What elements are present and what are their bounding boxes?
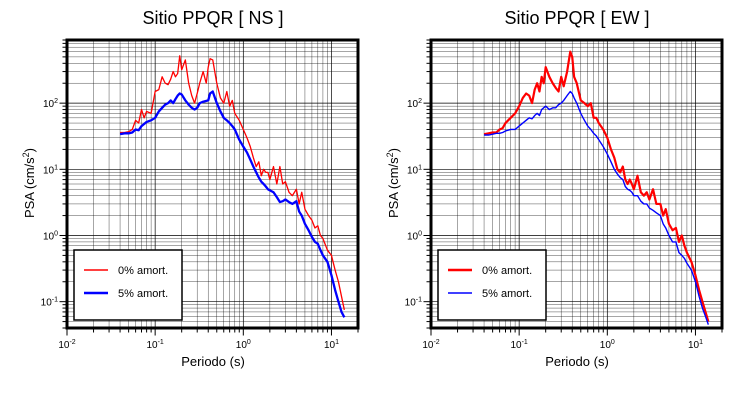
x-tick-label-base: 10 — [58, 340, 70, 351]
x-tick-label: 100 — [600, 339, 615, 351]
legend: 0% amort. 5% amort. — [437, 249, 547, 321]
x-tick-label-exp: 0 — [247, 339, 251, 346]
x-tick-label: 10-1 — [510, 339, 527, 351]
legend-box — [73, 249, 183, 321]
y-tick-label: 10-1 — [41, 297, 58, 309]
y-tick-label-exp: 0 — [418, 230, 422, 237]
x-tick-label-base: 10 — [324, 340, 336, 351]
ticks — [423, 39, 723, 336]
x-tick-label: 10-2 — [422, 339, 439, 351]
y-tick-label-exp: 1 — [54, 164, 58, 171]
y-tick-label: 10-1 — [405, 297, 422, 309]
chart-title: Sitio PPQR [ EW ] — [504, 8, 649, 28]
x-tick-label: 101 — [324, 339, 339, 351]
chart-title: Sitio PPQR [ NS ] — [142, 8, 283, 28]
legend-label-1: 5% amort. — [118, 288, 168, 300]
plot-border — [429, 38, 724, 330]
ticks — [59, 39, 359, 336]
y-tick-label-base: 10 — [43, 231, 55, 242]
y-tick-label-exp: -1 — [52, 297, 58, 304]
series-line-1 — [119, 90, 346, 318]
y-tick-label-base: 10 — [43, 165, 55, 176]
y-axis-label-sup: 2 — [21, 152, 31, 157]
x-tick-labels: 10-2 10-1 100 101 — [422, 339, 703, 351]
legend-label-0: 0% amort. — [118, 265, 168, 277]
y-tick-label-base: 10 — [405, 298, 417, 309]
y-tick-label-exp: 2 — [54, 98, 58, 105]
series-line-0 — [483, 50, 710, 322]
y-tick-label-exp: 2 — [418, 98, 422, 105]
x-tick-label: 10-1 — [146, 339, 163, 351]
y-tick-label-exp: 1 — [418, 164, 422, 171]
y-tick-label-base: 10 — [43, 99, 55, 110]
x-tick-label: 10-2 — [58, 339, 75, 351]
y-tick-label-exp: -1 — [416, 297, 422, 304]
series-lines — [483, 50, 710, 325]
x-tick-label: 100 — [236, 339, 251, 351]
x-tick-labels: 10-2 10-1 100 101 — [58, 339, 339, 351]
y-tick-label: 101 — [43, 164, 58, 176]
series-lines — [119, 55, 346, 318]
x-tick-label-exp: -2 — [69, 339, 75, 346]
x-tick-label-exp: 0 — [611, 339, 615, 346]
y-tick-label: 101 — [407, 164, 422, 176]
plot-frame — [429, 38, 724, 330]
y-tick-label-base: 10 — [41, 298, 53, 309]
x-tick-label-base: 10 — [510, 340, 522, 351]
y-tick-label: 102 — [407, 98, 422, 110]
y-tick-label: 100 — [407, 230, 422, 242]
y-tick-label-base: 10 — [407, 231, 419, 242]
x-tick-label-exp: 1 — [699, 339, 703, 346]
y-axis-label-main: PSA (cm/s — [386, 157, 401, 218]
y-tick-label: 100 — [43, 230, 58, 242]
x-tick-label-base: 10 — [146, 340, 158, 351]
x-tick-label: 101 — [688, 339, 703, 351]
y-axis-label: PSA (cm/s2) — [385, 148, 401, 218]
y-tick-label-base: 10 — [407, 99, 419, 110]
x-tick-label-base: 10 — [688, 340, 700, 351]
y-axis-label-close: ) — [22, 148, 37, 152]
legend: 0% amort. 5% amort. — [73, 249, 183, 321]
y-axis-label-close: ) — [386, 148, 401, 152]
legend-label-0: 0% amort. — [482, 265, 532, 277]
plot-border — [65, 38, 360, 330]
plot-frame — [65, 38, 360, 330]
x-tick-label-base: 10 — [236, 340, 248, 351]
y-tick-label-base: 10 — [407, 165, 419, 176]
x-tick-label-base: 10 — [600, 340, 612, 351]
y-axis-label-main: PSA (cm/s — [22, 157, 37, 218]
x-tick-label-exp: 1 — [335, 339, 339, 346]
y-axis-label-sup: 2 — [385, 152, 395, 157]
legend-label-1: 5% amort. — [482, 288, 532, 300]
x-axis-label: Periodo (s) — [181, 354, 245, 369]
x-tick-label-exp: -2 — [433, 339, 439, 346]
x-axis-label: Periodo (s) — [545, 354, 609, 369]
x-tick-label-base: 10 — [422, 340, 434, 351]
series-line-1 — [484, 90, 710, 325]
series-line-0 — [120, 55, 345, 311]
x-tick-label-exp: -1 — [522, 339, 528, 346]
y-tick-label: 102 — [43, 98, 58, 110]
y-tick-label-exp: 0 — [54, 230, 58, 237]
y-axis-label: PSA (cm/s2) — [21, 148, 37, 218]
legend-box — [437, 249, 547, 321]
chart-ns: Sitio PPQR [ NS ] 10-2 10-1 100 101 10-1100… — [21, 8, 360, 369]
x-tick-label-exp: -1 — [158, 339, 164, 346]
chart-ew: Sitio PPQR [ EW ] 10-2 10-1 100 101 10-1100… — [385, 8, 724, 369]
